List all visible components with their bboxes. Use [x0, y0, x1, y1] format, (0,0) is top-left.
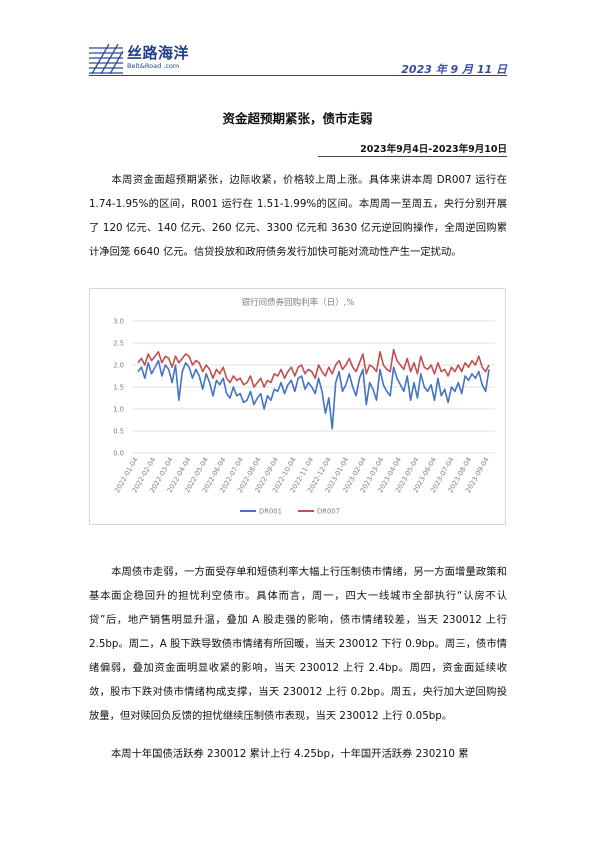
y-tick-label: 2.0 [113, 362, 124, 370]
report-date: 2023 年 9 月 11 日 [401, 63, 507, 76]
y-tick-label: 0.5 [113, 428, 124, 436]
paragraph-yield-summary: 本周十年国债活跃券 230012 累计上行 4.25bp，十年国开活跃券 230… [111, 748, 469, 760]
brand-name: 丝路海洋 [127, 44, 190, 62]
legend-label-dr001: DR001 [259, 508, 282, 516]
belt-and-road-logo-icon [89, 44, 123, 74]
legend-label-dr007: DR007 [317, 508, 340, 516]
series-line-dr001 [137, 359, 490, 430]
date-range-divider [318, 156, 507, 157]
series-line-dr007 [137, 348, 490, 388]
repo-rate-chart: 银行间债券回购利率（日）,% 0.0 0.5 1.0 1.5 2.0 2.5 3.0 2022… [89, 288, 506, 525]
y-tick-label: 0.0 [113, 450, 124, 458]
y-tick-label: 2.5 [113, 340, 124, 348]
y-tick-label: 1.0 [113, 406, 124, 414]
repo-rate-chart-svg: 银行间债券回购利率（日）,% 0.00.51.01.52.02.53.02022… [113, 297, 495, 516]
report-title: 资金超预期紧张，债市走弱 [222, 111, 373, 126]
date-range: 2023年9月4日-2023年9月10日 [360, 144, 507, 155]
brand-url: Belt&Road .com [127, 62, 180, 70]
y-tick-label: 1.5 [113, 384, 124, 392]
y-tick-label: 3.0 [113, 318, 124, 326]
paragraph-bond-market: 本周债市走弱，一方面受存单和短债利率大幅上行压制债市情绪，另一方面增量政策和基本… [89, 566, 507, 722]
page-header: 丝路海洋 Belt&Road .com 2023 年 9 月 11 日 [0, 0, 595, 80]
paragraph-liquidity: 本周资金面超预期紧张，边际收紧，价格较上周上涨。具体来讲本周 DR007 运行在… [89, 174, 507, 258]
chart-title: 银行间债券回购利率（日）,% [242, 297, 355, 308]
header-divider [89, 75, 507, 76]
